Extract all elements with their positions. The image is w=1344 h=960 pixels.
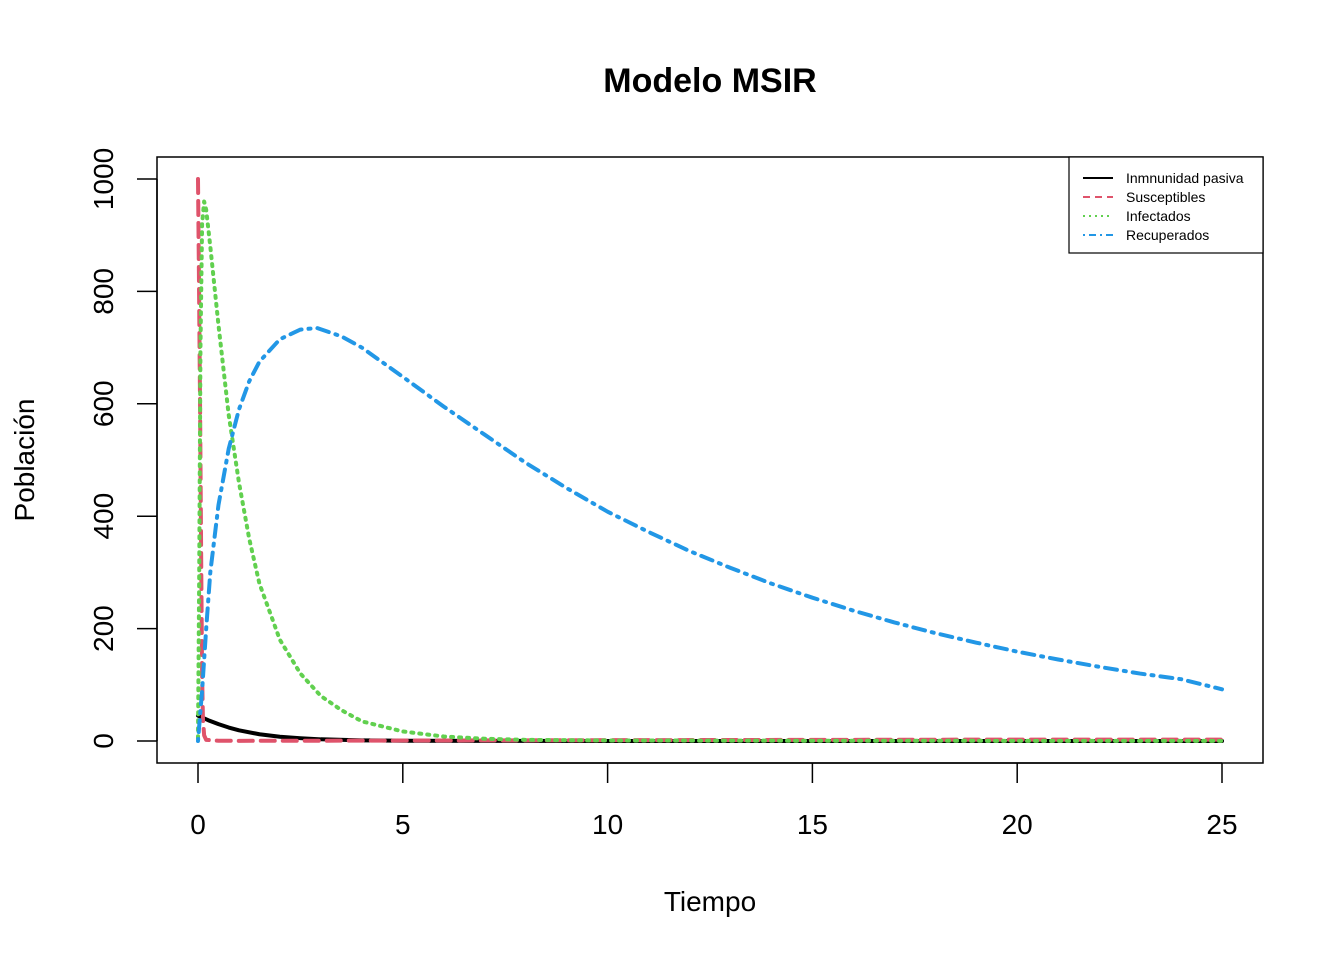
legend-box (1068, 156, 1264, 254)
y-axis-label: Población (9, 399, 40, 522)
series-line-2 (196, 199, 1224, 743)
chart-title: Modelo MSIR (603, 62, 816, 100)
y-tick-label: 800 (88, 268, 119, 315)
y-tick-label: 0 (88, 733, 119, 749)
y-tick-label: 1000 (88, 148, 119, 210)
x-axis-label: Tiempo (664, 886, 756, 917)
series-line-3 (196, 325, 1224, 743)
legend-label: Infectados (1126, 208, 1191, 224)
series-line-0 (196, 713, 1224, 743)
x-tick-label: 15 (797, 809, 828, 840)
x-tick-label: 25 (1206, 809, 1237, 840)
legend: Inmnunidad pasiva Susceptibles Infectados R… (1068, 156, 1264, 254)
x-tick-label: 20 (1002, 809, 1033, 840)
y-axis: 0 200 400 600 800 1000 (88, 148, 158, 749)
plot-lines (196, 177, 1224, 743)
legend-label: Susceptibles (1126, 189, 1205, 205)
x-axis: 0 5 10 15 20 25 (190, 762, 1238, 840)
x-tick-label: 10 (592, 809, 623, 840)
y-tick-label: 400 (88, 493, 119, 540)
x-tick-label: 5 (395, 809, 411, 840)
y-tick-label: 600 (88, 380, 119, 427)
series-line-1 (196, 177, 1224, 743)
legend-label: Recuperados (1126, 227, 1209, 243)
x-tick-label: 0 (190, 809, 206, 840)
legend-label: Inmnunidad pasiva (1126, 170, 1244, 186)
y-tick-label: 200 (88, 605, 119, 652)
